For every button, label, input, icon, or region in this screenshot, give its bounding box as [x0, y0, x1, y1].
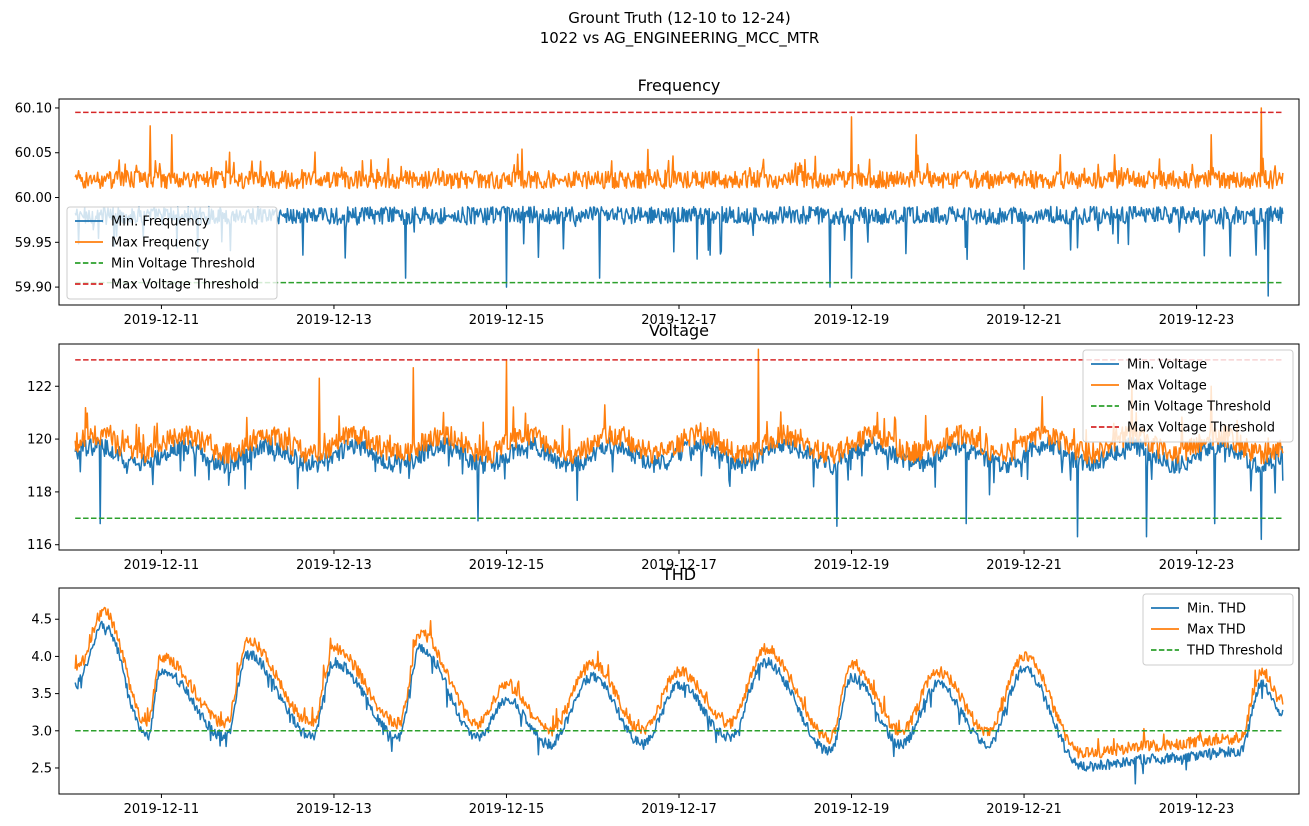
panel-title: Frequency [638, 76, 721, 95]
legend-label: Max Voltage Threshold [111, 278, 259, 293]
x-tick-label: 2019-12-19 [814, 558, 890, 573]
x-tick-label: 2019-12-17 [641, 802, 717, 817]
x-tick-label: 2019-12-23 [1159, 313, 1235, 328]
y-tick-label: 3.0 [31, 724, 52, 739]
y-tick-label: 4.0 [31, 650, 52, 665]
series-line-max [74, 606, 1284, 759]
panel-voltage: Voltage 2019-12-11 2019-12-13 2019-12-15 201… [27, 321, 1300, 573]
x-tick-label: 2019-12-23 [1159, 558, 1235, 573]
y-tick-label: 59.95 [15, 236, 52, 251]
x-tick-label: 2019-12-15 [469, 558, 545, 573]
legend-label: Max THD [1187, 623, 1246, 638]
x-tick-label: 2019-12-21 [986, 558, 1062, 573]
y-tick-label: 59.90 [15, 281, 52, 296]
legend: Min. THD Max THD THD Threshold [1142, 593, 1294, 666]
legend-label: Min Voltage Threshold [111, 257, 255, 272]
figure-title: Grount Truth (12-10 to 12-24) 1022 vs AG… [0, 8, 1309, 48]
x-tick-label: 2019-12-15 [469, 802, 545, 817]
y-tick-label: 116 [27, 538, 52, 553]
panel-title: Voltage [649, 321, 709, 340]
x-tick-label: 2019-12-15 [469, 313, 545, 328]
legend: Min. Voltage Max Voltage Min Voltage Thres… [1082, 349, 1294, 443]
figure-title-line-2: 1022 vs AG_ENGINEERING_MCC_MTR [539, 29, 820, 47]
legend-box [1082, 349, 1294, 443]
series-line-max [74, 107, 1284, 190]
y-tick-label: 3.5 [31, 687, 52, 702]
panel-thd: THD 2019-12-11 2019-12-13 2019-12-15 2019-12… [31, 565, 1300, 817]
series-line-max [74, 348, 1284, 465]
y-tick-label: 118 [27, 485, 52, 500]
x-tick-label: 2019-12-13 [296, 802, 372, 817]
y-tick-label: 120 [27, 433, 52, 448]
legend-label: Max Voltage [1127, 379, 1207, 394]
x-tick-label: 2019-12-13 [296, 313, 372, 328]
legend-label: Min. THD [1187, 602, 1246, 617]
x-tick-label: 2019-12-21 [986, 802, 1062, 817]
legend: Min. Frequency Max Frequency Min Voltage T… [66, 206, 278, 300]
legend-box [66, 206, 278, 300]
y-tick-label: 60.00 [15, 191, 52, 206]
x-tick-label: 2019-12-21 [986, 313, 1062, 328]
x-tick-label: 2019-12-19 [814, 802, 890, 817]
legend-label: THD Threshold [1186, 644, 1283, 659]
legend-label: Min. Voltage [1127, 358, 1207, 373]
series-line-min [74, 620, 1284, 785]
legend-box [1142, 593, 1294, 666]
x-tick-label: 2019-12-13 [296, 558, 372, 573]
panel-title: THD [661, 565, 696, 584]
figure-title-line-1: Grount Truth (12-10 to 12-24) [568, 9, 791, 27]
x-tick-label: 2019-12-11 [124, 802, 200, 817]
x-tick-label: 2019-12-11 [124, 313, 200, 328]
x-tick-label: 2019-12-17 [641, 558, 717, 573]
x-tick-label: 2019-12-17 [641, 313, 717, 328]
y-tick-label: 4.5 [31, 613, 52, 628]
legend-label: Min Voltage Threshold [1127, 400, 1271, 415]
y-tick-label: 2.5 [31, 761, 52, 776]
panel-frequency: Frequency 2019-12-11 2019-12-13 2019-12-15 2… [15, 76, 1300, 328]
y-tick-label: 122 [27, 380, 52, 395]
x-tick-label: 2019-12-11 [124, 558, 200, 573]
x-tick-label: 2019-12-23 [1159, 802, 1235, 817]
legend-label: Min. Frequency [111, 215, 210, 230]
x-tick-label: 2019-12-19 [814, 313, 890, 328]
y-tick-label: 60.05 [15, 146, 52, 161]
y-tick-label: 60.10 [15, 101, 52, 116]
legend-label: Max Frequency [111, 236, 209, 251]
legend-label: Max Voltage Threshold [1127, 421, 1275, 436]
series-line-min [74, 435, 1284, 541]
